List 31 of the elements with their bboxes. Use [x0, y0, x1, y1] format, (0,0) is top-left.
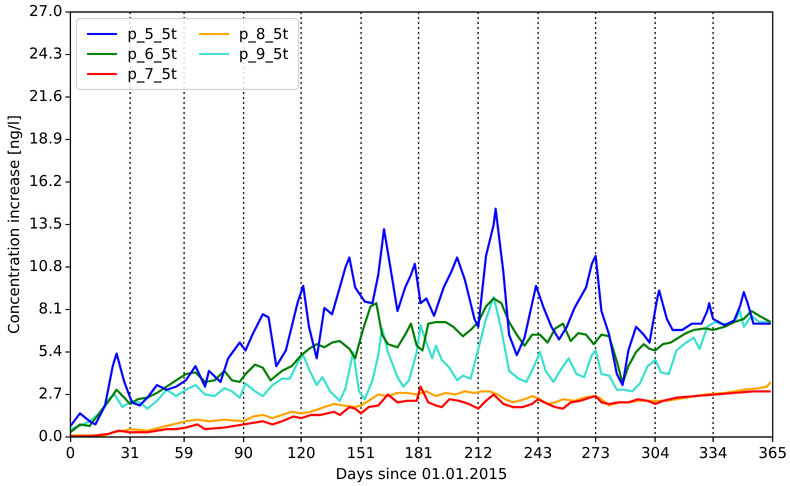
y-tick-label: 13.5: [28, 214, 62, 232]
x-tick-label: 31: [120, 444, 140, 462]
x-tick-label: 0: [66, 444, 76, 462]
legend-label: p_6_5t: [127, 45, 177, 63]
y-tick-label: 27.0: [28, 2, 62, 20]
legend-label: p_8_5t: [238, 25, 288, 43]
x-tick-label: 120: [286, 444, 316, 462]
y-tick-label: 16.2: [28, 172, 62, 190]
x-tick-label: 243: [524, 444, 552, 462]
y-tick-label: 21.6: [28, 86, 62, 105]
y-tick-label: 10.8: [28, 256, 62, 275]
y-tick-label: 18.9: [28, 129, 62, 148]
x-tick-label: 181: [404, 444, 433, 462]
x-tick-label: 212: [464, 444, 493, 462]
legend-label: p_9_5t: [238, 45, 288, 63]
x-tick-label: 151: [346, 444, 376, 462]
y-tick-label: 8.1: [38, 299, 62, 318]
legend-label: p_5_5t: [127, 25, 177, 43]
y-tick-label: 0.0: [38, 426, 62, 445]
x-tick-label: 304: [640, 444, 670, 462]
y-tick-label: 24.3: [28, 44, 62, 62]
y-tick-label: 2.7: [38, 384, 62, 402]
x-tick-label: 365: [758, 444, 788, 462]
legend-label: p_7_5t: [127, 65, 177, 83]
x-axis-title: Days since 01.01.2015: [336, 464, 508, 483]
y-tick-label: 5.4: [38, 342, 62, 360]
x-tick-label: 273: [581, 444, 610, 462]
y-axis-title: Concentration increase [ng/l]: [4, 115, 23, 334]
x-tick-label: 90: [234, 444, 254, 462]
x-tick-label: 334: [698, 444, 728, 462]
x-tick-label: 59: [174, 444, 194, 462]
